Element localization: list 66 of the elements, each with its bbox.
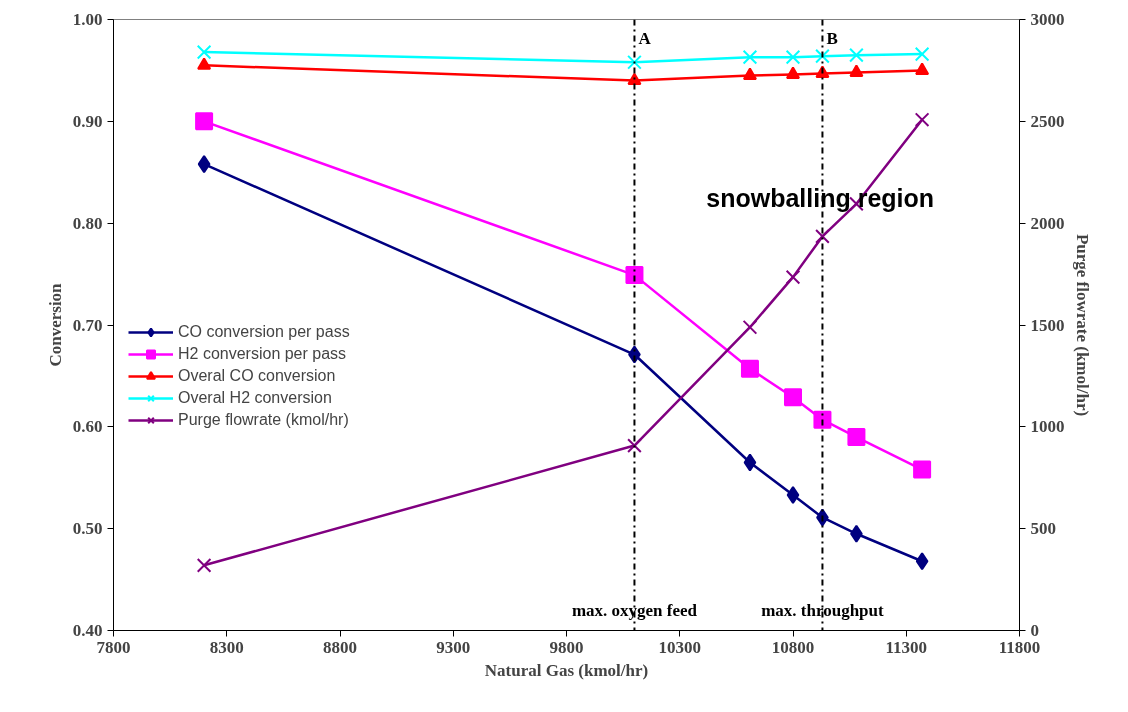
point [785, 49, 801, 65]
y-tick-label: 0.70 [72, 315, 103, 335]
legend-label: Overal H2 conversion [178, 389, 332, 407]
y-tick-label: 0.50 [72, 519, 103, 539]
y2-tick-label: 2500 [1030, 111, 1065, 131]
point [849, 47, 864, 63]
y-tick-label: 0.60 [72, 417, 103, 437]
point [914, 112, 930, 128]
y-axis-title: Conversion [45, 282, 65, 367]
annotation: snowballing region [706, 183, 935, 212]
point [627, 72, 642, 86]
legend-label: Purge flowrate (kmol/hr) [178, 411, 349, 429]
y2-tick-label: 1000 [1030, 417, 1065, 437]
point [625, 266, 644, 285]
legend-label: H2 conversion per pass [178, 345, 347, 363]
point [915, 62, 930, 75]
point [815, 229, 830, 244]
point [813, 410, 832, 429]
y-tick-label: 0.80 [72, 213, 103, 233]
point [197, 57, 212, 70]
annotation: max. oxygen feed [571, 600, 698, 620]
point [196, 557, 212, 573]
point [743, 453, 757, 472]
y2-tick-label: 2000 [1030, 213, 1065, 233]
point [913, 460, 932, 479]
point [627, 438, 642, 453]
legend-label: Overal CO conversion [178, 367, 336, 385]
y2-tick-label: 1500 [1030, 315, 1065, 335]
point [785, 269, 801, 285]
ref-line-label: A [638, 28, 652, 48]
point [915, 552, 929, 571]
x-tick-label: 11800 [998, 637, 1041, 657]
y2-tick-label: 500 [1030, 519, 1056, 539]
point [849, 64, 864, 77]
point [195, 112, 214, 131]
x-axis-title: Natural Gas (kmol/hr) [484, 660, 649, 680]
point [742, 49, 758, 65]
y2-axis-title: Purge flowrate (kmol/hr) [1072, 233, 1092, 417]
x-tick-label: 8300 [209, 637, 244, 657]
point [847, 428, 866, 447]
x-tick-label: 11300 [885, 637, 928, 657]
point [742, 67, 757, 80]
annotation: max. throughput [761, 600, 885, 620]
point [740, 359, 759, 378]
point [196, 44, 212, 60]
y2-tick-label: 0 [1030, 621, 1039, 640]
y2-tick-label: 3000 [1030, 10, 1065, 29]
x-tick-label: 9800 [549, 637, 584, 657]
x-tick-label: 8800 [323, 637, 357, 657]
point [197, 155, 211, 174]
point [627, 54, 642, 70]
ref-line-label: B [826, 28, 838, 48]
point [815, 48, 830, 64]
x-tick-label: 10800 [771, 637, 815, 657]
x-tick-label: 7800 [96, 637, 131, 657]
legend-label: CO conversion per pass [178, 323, 350, 341]
y-tick-label: 0.90 [72, 111, 103, 131]
point [786, 66, 800, 79]
point [784, 388, 802, 407]
y-tick-label: 1.00 [72, 10, 103, 29]
x-tick-label: 10300 [658, 637, 701, 657]
point [786, 486, 800, 505]
point [914, 46, 930, 62]
x-tick-label: 9300 [436, 637, 471, 657]
point [742, 319, 758, 335]
y-tick-label: 0.40 [72, 621, 103, 640]
